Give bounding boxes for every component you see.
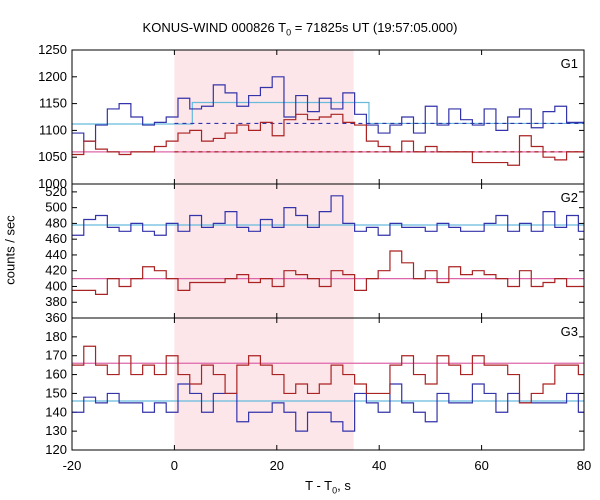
panel-g3-ytick-label: 140 xyxy=(45,404,67,419)
panel-g3-ytick-label: 130 xyxy=(45,423,67,438)
panel-g3-series-blue xyxy=(72,383,584,432)
x-axis-label: T - T0, s xyxy=(305,478,351,496)
panel-g3-ytick-label: 120 xyxy=(45,442,67,457)
panel-g2-ytick-label: 380 xyxy=(45,294,67,309)
panel-g3-ytick-label: 150 xyxy=(45,385,67,400)
panel-g3-ytick-label: 160 xyxy=(45,367,67,382)
panel-g1-label: G1 xyxy=(561,56,578,71)
panel-g3-frame xyxy=(71,317,585,451)
panel-g2-ytick-label: 460 xyxy=(45,231,67,246)
xtick-label: 20 xyxy=(270,458,284,473)
panel-g2-label: G2 xyxy=(561,190,578,205)
panel-g1-ytick-label: 1150 xyxy=(39,96,67,111)
xtick-label: 0 xyxy=(171,458,178,473)
panel-g1-ytick-label: 1050 xyxy=(38,149,67,164)
panel-g3-series-red xyxy=(72,345,584,404)
panel-g2-ytick-label: 420 xyxy=(45,263,67,278)
xtick-label: 80 xyxy=(577,458,591,473)
shaded-interval xyxy=(174,50,354,450)
panel-g3-ytick-label: 180 xyxy=(45,329,67,344)
y-axis-label: counts / sec xyxy=(2,215,18,285)
panel-g1-ytick-label: 1000 xyxy=(38,176,67,191)
panel-g2-series-blue xyxy=(72,195,584,236)
panel-g3-ytick-label: 170 xyxy=(45,348,67,363)
panel-g3-label: G3 xyxy=(561,324,578,339)
panel-g2-ytick-label: 440 xyxy=(45,247,67,262)
panel-g2-ytick-label: 520 xyxy=(45,184,67,199)
panel-g2-ytick-label: 500 xyxy=(45,200,67,215)
panel-g2-ytick-label: 480 xyxy=(45,215,67,230)
panel-g1-ytick-label: 1250 xyxy=(38,42,67,57)
panel-g2-ytick-label: 400 xyxy=(45,278,67,293)
chart-title: KONUS-WIND 000826 T0 = 71825s UT (19:57:… xyxy=(142,20,458,38)
panel-g1-level-cyan xyxy=(72,101,584,125)
xtick-label: -20 xyxy=(63,458,82,473)
panel-g1-series-blue xyxy=(72,76,584,142)
xtick-label: 60 xyxy=(474,458,488,473)
panel-g2-series-red xyxy=(72,250,584,295)
xtick-label: 40 xyxy=(372,458,386,473)
panel-g2-ytick-label: 360 xyxy=(45,310,67,325)
panel-g1-series-red xyxy=(72,113,584,166)
panel-g1-ytick-label: 1100 xyxy=(39,122,67,137)
panel-g1-ytick-label: 1200 xyxy=(38,69,67,84)
